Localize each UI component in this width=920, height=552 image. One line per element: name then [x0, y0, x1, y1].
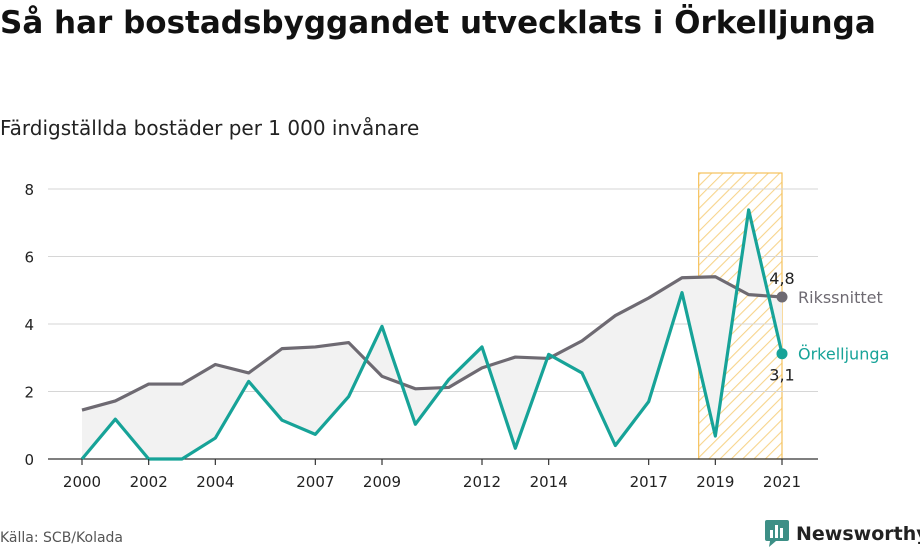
bar-chart-speech-icon	[765, 520, 789, 547]
series-end-point-rikssnittet	[776, 291, 788, 303]
source-note: Källa: SCB/Kolada	[0, 530, 124, 546]
y-tick-label: 8	[24, 181, 34, 199]
difference-area	[82, 209, 782, 459]
x-tick-label: 2014	[530, 473, 568, 491]
series-label-orkelljunga: Örkelljunga	[798, 345, 889, 364]
x-tick-label: 2000	[63, 473, 101, 491]
x-tick-label: 2007	[296, 473, 334, 491]
series-line-rikssnittet	[81, 275, 783, 412]
x-tick-label: 2019	[696, 473, 734, 491]
x-tick-label: 2002	[130, 473, 168, 491]
series-layer	[80, 208, 788, 461]
x-tick-label: 2017	[630, 473, 668, 491]
x-tick-label: 2021	[763, 473, 801, 491]
brand-name: Newsworthy	[796, 523, 920, 545]
value-label-orkelljunga: 3,1	[769, 366, 794, 385]
x-tick-label: 2009	[363, 473, 401, 491]
value-label-rikssnittet: 4,8	[769, 269, 794, 288]
chart-title: Så har bostadsbyggandet utvecklats i Örk…	[0, 5, 876, 41]
newsworthy-logo: Newsworthy	[764, 519, 920, 549]
y-tick-label: 6	[24, 249, 34, 267]
area-layer	[82, 209, 782, 459]
chart-subtitle: Färdigställda bostäder per 1 000 invånar…	[0, 116, 420, 140]
axis-layer: 0 2 4 6 8 2000 2002 2004 2007 2009 2012 2014 2017 201…	[24, 181, 801, 491]
series-line-orkelljunga	[80, 208, 784, 461]
line-chart: 0 2 4 6 8 2000 2002 2004 2007 2009 2012 2014 2017 201…	[24, 172, 889, 491]
x-tick-label: 2004	[196, 473, 234, 491]
x-tick-label: 2012	[463, 473, 501, 491]
y-tick-label: 2	[24, 384, 34, 402]
series-end-point-orkelljunga	[776, 348, 788, 360]
y-tick-label: 0	[24, 451, 34, 469]
series-label-rikssnittet: Rikssnittet	[798, 288, 883, 307]
y-tick-label: 4	[24, 316, 34, 334]
